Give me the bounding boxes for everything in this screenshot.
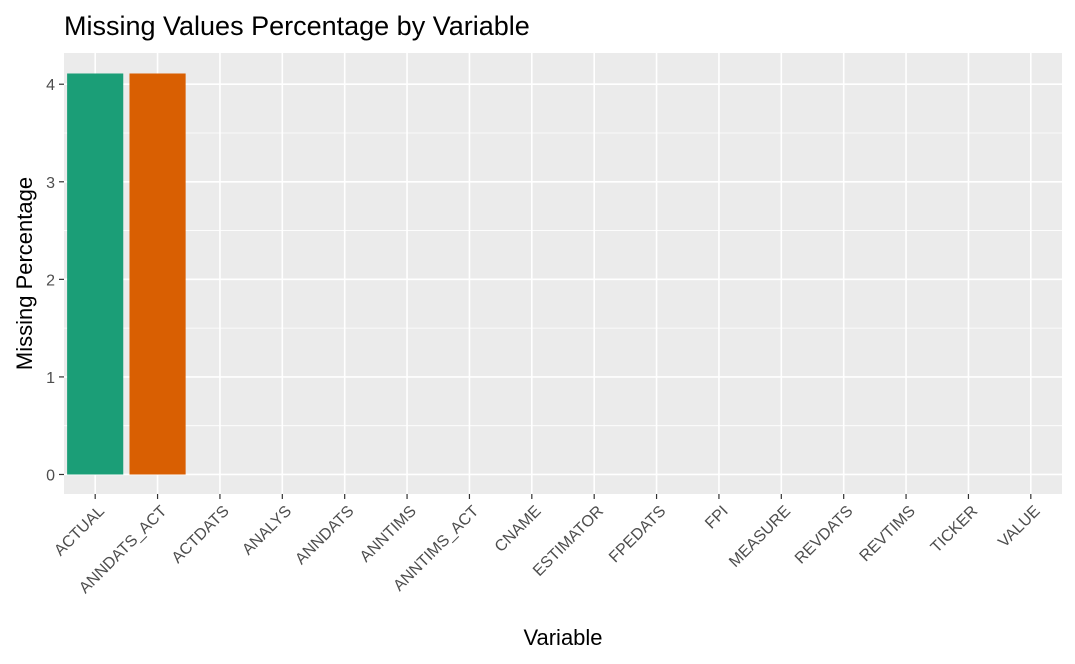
y-tick-label: 0: [46, 467, 55, 484]
bar-actual: [67, 73, 124, 475]
bars: [67, 73, 186, 475]
chart-title: Missing Values Percentage by Variable: [64, 11, 530, 41]
y-tick-label: 3: [46, 175, 55, 192]
y-axis-title: Missing Percentage: [12, 177, 37, 370]
y-tick-label: 1: [46, 370, 55, 387]
minor-gridlines: [64, 132, 1062, 427]
y-tick-label: 2: [46, 272, 55, 289]
plot-panel: [64, 53, 1062, 494]
x-axis-title: Variable: [523, 625, 602, 650]
y-axis: 0 1 2 3 4: [46, 77, 64, 484]
y-tick-label: 4: [46, 77, 55, 94]
bar-anndats-act: [129, 73, 186, 475]
